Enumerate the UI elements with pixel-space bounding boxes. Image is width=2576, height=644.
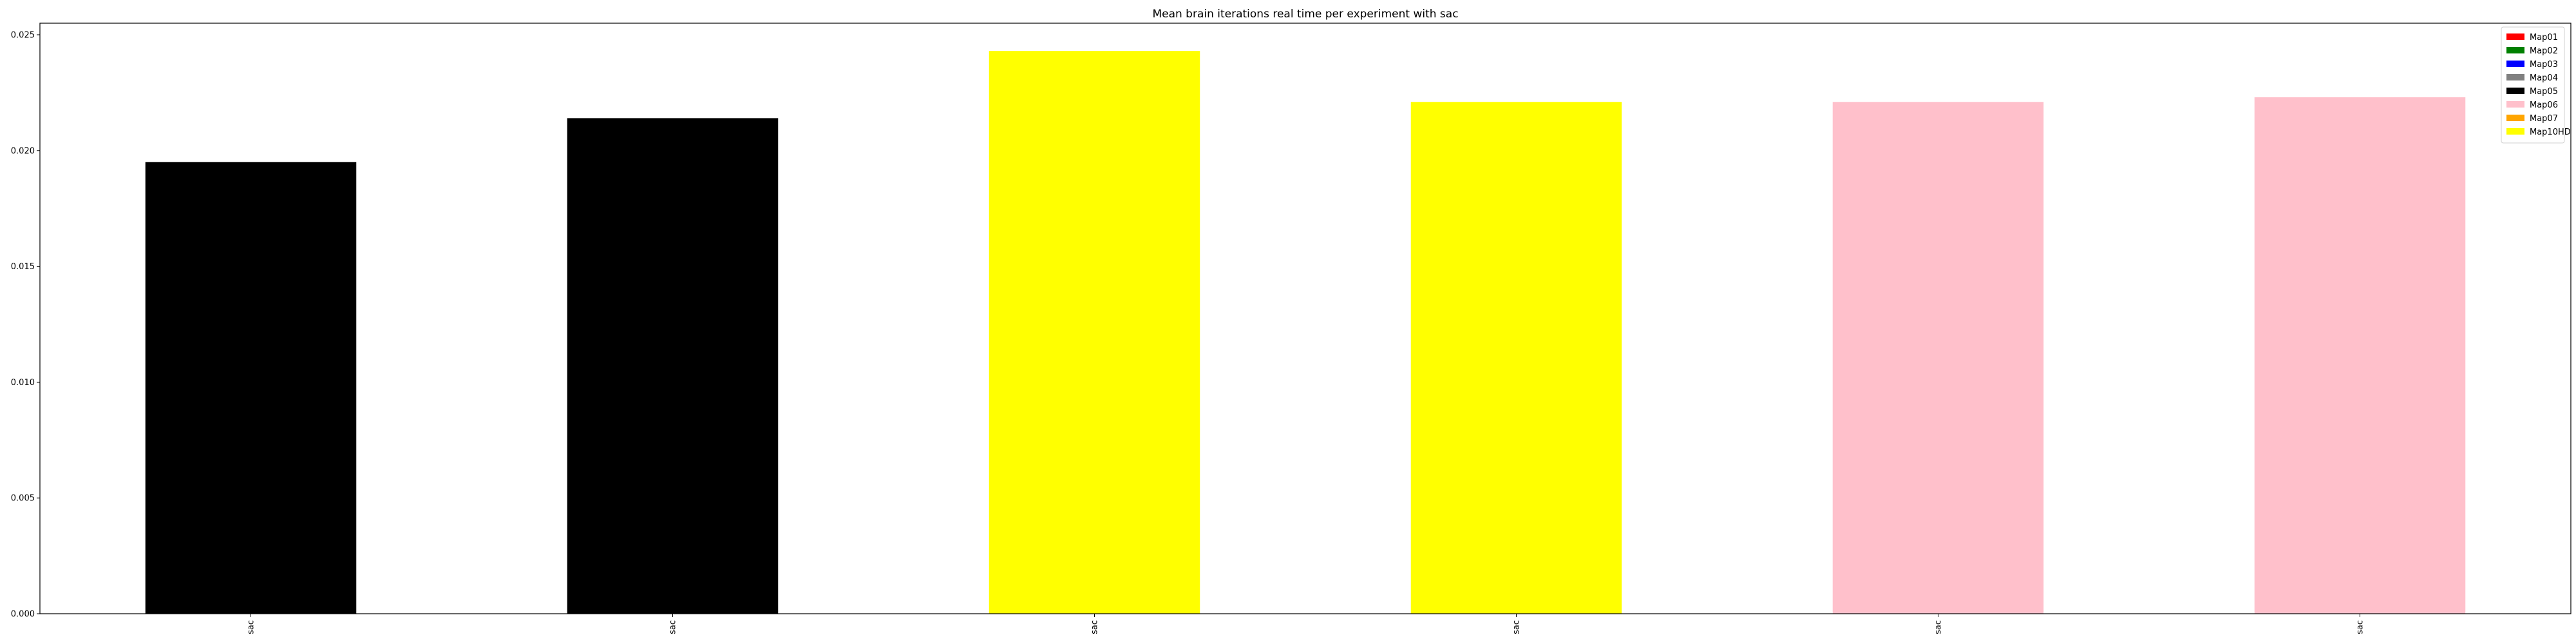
legend-swatch-3: [2506, 61, 2524, 67]
legend-swatch-1: [2506, 33, 2524, 40]
bar-2: [567, 118, 779, 614]
y-tick-label-5: 0.020: [11, 146, 35, 156]
legend-frame: [2501, 26, 2565, 144]
legend-label-2: Map02: [2530, 46, 2558, 56]
legend-swatch-8: [2506, 128, 2524, 135]
legend-swatch-7: [2506, 115, 2524, 121]
x-tick-label-4: sac: [1512, 620, 1522, 634]
legend-label-6: Map06: [2530, 100, 2558, 110]
bars-group: [145, 51, 2466, 614]
bar-3: [989, 51, 1200, 614]
bar-6: [2254, 97, 2466, 614]
x-tick-label-3: sac: [1090, 620, 1100, 634]
y-tick-label-1: 0.000: [11, 610, 35, 620]
y-tick-label-2: 0.005: [11, 494, 35, 504]
x-axis: sac sac sac sac sac sac: [247, 614, 2365, 634]
bar-4: [1410, 102, 1622, 614]
x-tick-label-1: sac: [247, 620, 256, 634]
legend-label-8: Map10HD: [2530, 128, 2571, 137]
x-tick-label-6: sac: [2356, 620, 2365, 634]
bar-1: [145, 162, 357, 614]
legend-swatch-5: [2506, 88, 2524, 94]
y-axis: 0.000 0.005 0.010 0.015 0.020 0.025: [11, 30, 40, 620]
legend-label-5: Map05: [2530, 87, 2558, 97]
x-tick-label-2: sac: [668, 620, 678, 634]
legend-label-7: Map07: [2530, 114, 2558, 124]
plot-frame: [39, 23, 2571, 614]
chart-title: Mean brain iterations real time per expe…: [1152, 8, 1458, 21]
y-tick-label-3: 0.010: [11, 378, 35, 388]
legend-label-1: Map01: [2530, 33, 2558, 43]
y-tick-label-4: 0.015: [11, 262, 35, 272]
legend-swatch-6: [2506, 101, 2524, 108]
legend-label-4: Map04: [2530, 73, 2558, 83]
bar-5: [1832, 102, 2044, 614]
legend-swatch-4: [2506, 74, 2524, 80]
x-tick-label-5: sac: [1934, 620, 1944, 634]
legend: Map01 Map02 Map03 Map04 Map05 Map06 Map07 Map10…: [2501, 26, 2571, 144]
legend-swatch-2: [2506, 47, 2524, 53]
legend-label-3: Map03: [2530, 60, 2558, 70]
y-tick-label-6: 0.025: [11, 30, 35, 40]
